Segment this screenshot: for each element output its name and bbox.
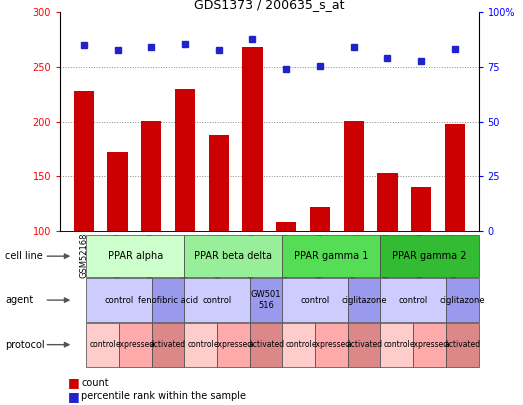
Text: expressed: expressed	[410, 340, 449, 349]
Text: control: control	[301, 296, 329, 305]
Text: percentile rank within the sample: percentile rank within the sample	[81, 391, 246, 401]
Bar	[315, 323, 348, 367]
Text: protocol: protocol	[5, 340, 45, 350]
Bar	[141, 122, 162, 231]
Bar	[381, 323, 413, 367]
Text: control: control	[202, 296, 232, 305]
Text: agent: agent	[5, 295, 33, 305]
Bar	[381, 235, 479, 277]
Text: control: control	[89, 340, 116, 349]
Bar	[282, 235, 381, 277]
Bar	[185, 278, 250, 322]
Text: PPAR gamma 2: PPAR gamma 2	[392, 251, 467, 261]
Bar	[217, 323, 250, 367]
Bar	[209, 134, 229, 231]
Text: fenofibric acid: fenofibric acid	[138, 296, 198, 305]
Bar	[119, 323, 152, 367]
Bar	[446, 323, 479, 367]
Bar	[86, 278, 152, 322]
Text: control: control	[399, 296, 428, 305]
Bar	[348, 323, 381, 367]
Bar	[152, 323, 185, 367]
Text: count: count	[81, 378, 109, 388]
Bar	[185, 235, 282, 277]
Text: activated: activated	[248, 340, 284, 349]
Text: activated: activated	[444, 340, 480, 349]
Bar	[74, 91, 94, 231]
Text: control: control	[286, 340, 312, 349]
Bar	[377, 173, 397, 231]
Bar	[242, 47, 263, 231]
Bar	[276, 222, 297, 231]
Text: cell line: cell line	[5, 251, 43, 261]
Text: PPAR beta delta: PPAR beta delta	[195, 251, 272, 261]
Bar	[411, 187, 431, 231]
Text: activated: activated	[150, 340, 186, 349]
Text: ciglitazone: ciglitazone	[342, 296, 387, 305]
Bar	[348, 278, 381, 322]
Text: PPAR alpha: PPAR alpha	[108, 251, 163, 261]
Bar	[310, 207, 330, 231]
Bar	[175, 89, 195, 231]
Text: expressed: expressed	[214, 340, 253, 349]
Text: expressed: expressed	[116, 340, 155, 349]
Text: ■: ■	[68, 390, 79, 403]
Text: control: control	[105, 296, 133, 305]
Bar	[250, 323, 282, 367]
Bar	[250, 278, 282, 322]
Bar	[107, 152, 128, 231]
Bar	[282, 278, 348, 322]
Text: ciglitazone: ciglitazone	[439, 296, 485, 305]
Title: GDS1373 / 200635_s_at: GDS1373 / 200635_s_at	[194, 0, 345, 11]
Bar	[282, 323, 315, 367]
Text: PPAR gamma 1: PPAR gamma 1	[294, 251, 369, 261]
Text: ■: ■	[68, 376, 79, 389]
Bar	[381, 278, 446, 322]
Bar	[185, 323, 217, 367]
Text: GW501
516: GW501 516	[251, 290, 281, 310]
Bar	[413, 323, 446, 367]
Text: control: control	[187, 340, 214, 349]
Bar	[344, 122, 364, 231]
Bar	[86, 323, 119, 367]
Bar	[86, 235, 185, 277]
Text: control: control	[383, 340, 410, 349]
Text: expressed: expressed	[312, 340, 351, 349]
Bar	[446, 278, 479, 322]
Text: activated: activated	[346, 340, 382, 349]
Bar	[445, 124, 465, 231]
Bar	[152, 278, 185, 322]
